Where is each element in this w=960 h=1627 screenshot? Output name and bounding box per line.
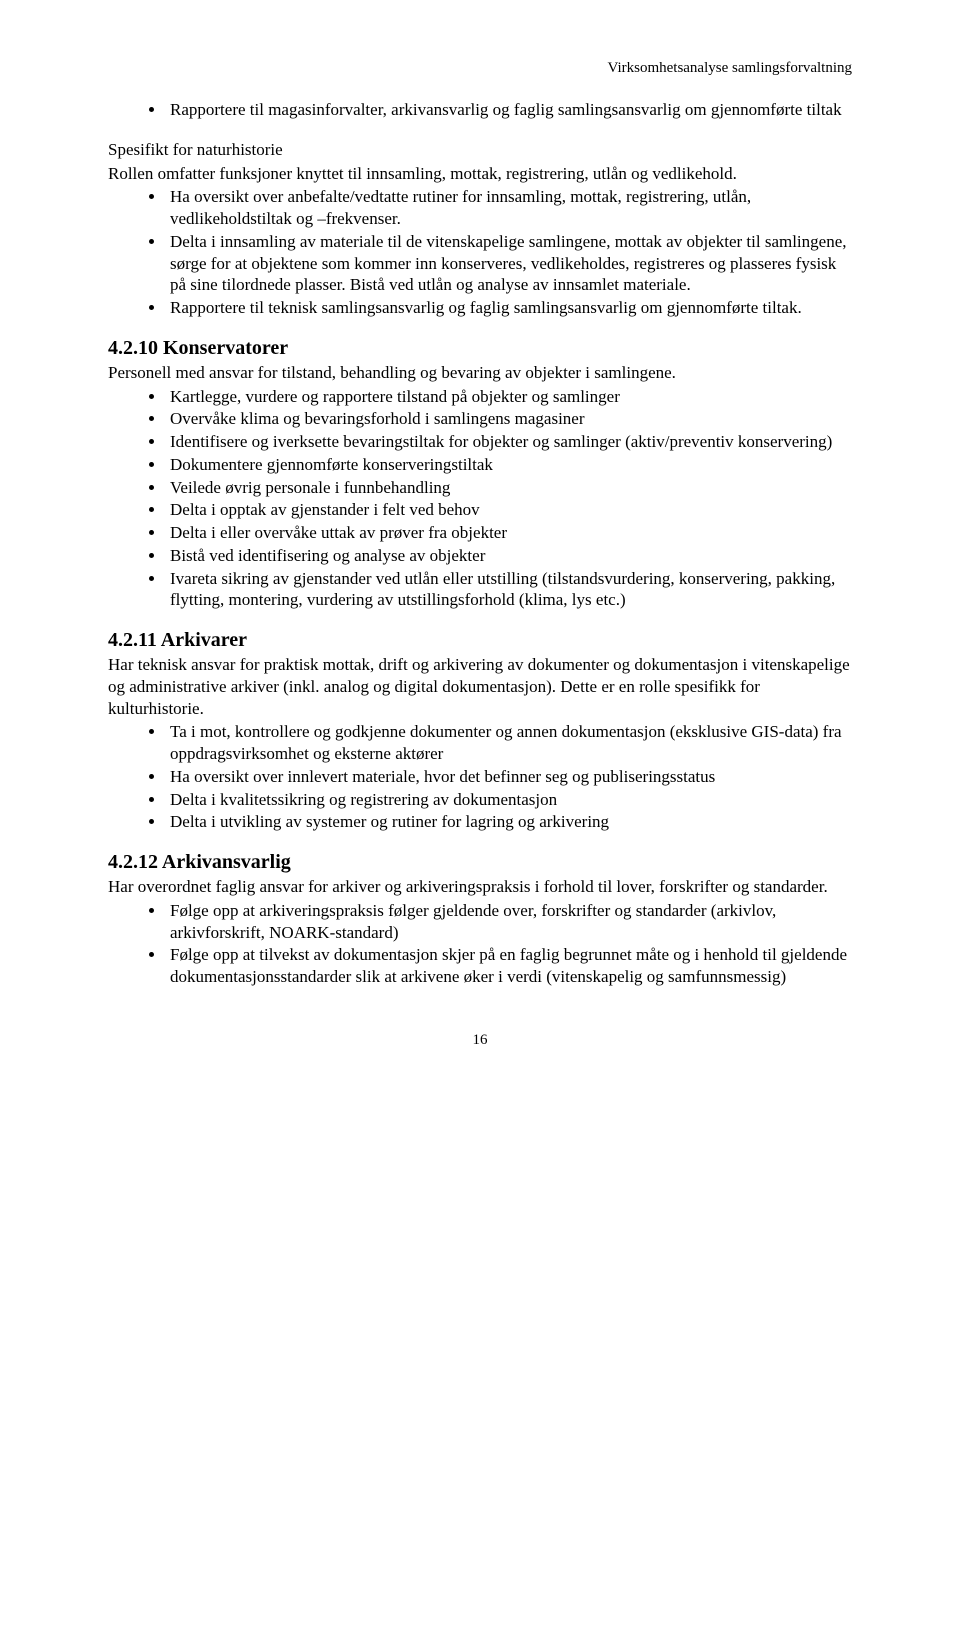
list-item: Rapportere til teknisk samlingsansvarlig… — [166, 297, 852, 319]
list-item: Delta i kvalitetssikring og registrering… — [166, 789, 852, 811]
list-item: Delta i opptak av gjenstander i felt ved… — [166, 499, 852, 521]
list-item: Kartlegge, vurdere og rapportere tilstan… — [166, 386, 852, 408]
list-item: Delta i innsamling av materiale til de v… — [166, 231, 852, 296]
list-item: Dokumentere gjennomførte konserveringsti… — [166, 454, 852, 476]
list-item: Rapportere til magasinforvalter, arkivan… — [166, 99, 852, 121]
section-heading-4-2-10: 4.2.10 Konservatorer — [108, 337, 852, 360]
list-item: Delta i utvikling av systemer og rutiner… — [166, 811, 852, 833]
list-item: Overvåke klima og bevaringsforhold i sam… — [166, 408, 852, 430]
section-body-4-2-11: Har teknisk ansvar for praktisk mottak, … — [108, 654, 852, 719]
section-list-4-2-10: Kartlegge, vurdere og rapportere tilstan… — [108, 386, 852, 612]
section-heading-4-2-12: 4.2.12 Arkivansvarlig — [108, 851, 852, 874]
page-footer: 16 — [108, 1032, 852, 1049]
list-item: Følge opp at arkiveringspraksis følger g… — [166, 900, 852, 944]
list-item: Ha oversikt over innlevert materiale, hv… — [166, 766, 852, 788]
list-item: Veilede øvrig personale i funnbehandling — [166, 477, 852, 499]
page-number: 16 — [473, 1032, 488, 1048]
page-container: Virksomhetsanalyse samlingsforvaltning R… — [0, 0, 960, 1099]
list-item: Ivareta sikring av gjenstander ved utlån… — [166, 568, 852, 612]
running-title-text: Virksomhetsanalyse samlingsforvaltning — [608, 60, 852, 76]
section-body-4-2-12: Har overordnet faglig ansvar for arkiver… — [108, 876, 852, 898]
list-item: Bistå ved identifisering og analyse av o… — [166, 545, 852, 567]
list-item: Ta i mot, kontrollere og godkjenne dokum… — [166, 721, 852, 765]
intro-top-list: Rapportere til magasinforvalter, arkivan… — [108, 99, 852, 121]
section-heading-4-2-11: 4.2.11 Arkivarer — [108, 629, 852, 652]
running-header: Virksomhetsanalyse samlingsforvaltning — [108, 60, 852, 77]
list-item: Identifisere og iverksette bevaringstilt… — [166, 431, 852, 453]
list-item: Følge opp at tilvekst av dokumentasjon s… — [166, 944, 852, 988]
section-list-4-2-11: Ta i mot, kontrollere og godkjenne dokum… — [108, 721, 852, 833]
list-item: Ha oversikt over anbefalte/vedtatte ruti… — [166, 186, 852, 230]
section-body-4-2-10: Personell med ansvar for tilstand, behan… — [108, 362, 852, 384]
section-list-4-2-12: Følge opp at arkiveringspraksis følger g… — [108, 900, 852, 988]
spesifikt-body: Rollen omfatter funksjoner knyttet til i… — [108, 163, 852, 185]
intro-sub-list: Ha oversikt over anbefalte/vedtatte ruti… — [108, 186, 852, 319]
list-item: Delta i eller overvåke uttak av prøver f… — [166, 522, 852, 544]
spesifikt-title: Spesifikt for naturhistorie — [108, 139, 852, 161]
